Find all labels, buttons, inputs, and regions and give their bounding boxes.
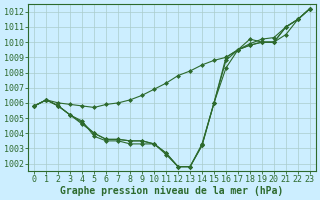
X-axis label: Graphe pression niveau de la mer (hPa): Graphe pression niveau de la mer (hPa) [60,186,284,196]
